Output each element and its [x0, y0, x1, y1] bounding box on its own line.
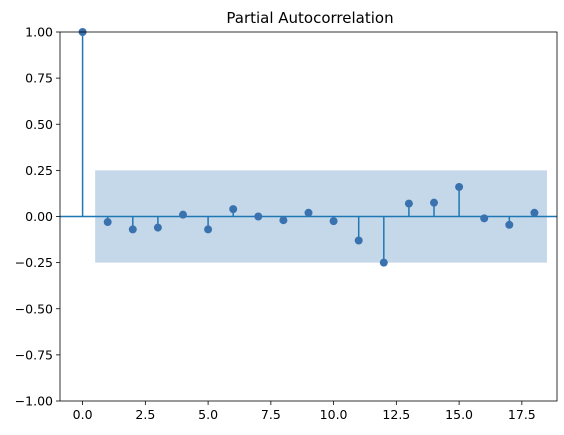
data-point [430, 198, 439, 207]
plot-area [59, 28, 558, 402]
x-tick-label: 0.0 [73, 407, 93, 422]
data-point [530, 208, 539, 217]
data-point [254, 212, 263, 221]
data-point [505, 220, 514, 229]
x-tick-label: 12.5 [382, 407, 410, 422]
data-point [379, 258, 388, 267]
chart-title: Partial Autocorrelation [226, 9, 393, 27]
x-tick-label: 10.0 [320, 407, 348, 422]
y-tick-label: 0.00 [25, 209, 53, 224]
data-point [204, 225, 213, 234]
x-tick-label: 17.5 [508, 407, 536, 422]
y-tick-label: −1.00 [15, 394, 53, 409]
x-axis: 0.0 2.5 5.0 7.5 10.0 12.5 15.0 17.5 [73, 401, 536, 422]
y-tick-label: 0.75 [25, 71, 53, 86]
y-tick-label: 0.50 [25, 117, 53, 132]
data-point [103, 218, 112, 227]
data-point [354, 236, 363, 245]
y-tick-label: 0.25 [25, 163, 53, 178]
data-point [128, 225, 137, 234]
y-axis: −1.00 −0.75 −0.50 −0.25 0.00 0.25 0.50 0.75 1.00 [15, 25, 60, 409]
data-point [279, 216, 288, 225]
data-point [229, 205, 238, 214]
x-tick-label: 5.0 [198, 407, 218, 422]
x-tick-label: 2.5 [135, 407, 155, 422]
data-point [178, 210, 187, 219]
y-tick-label: 1.00 [25, 25, 53, 40]
data-point [480, 214, 489, 223]
y-tick-label: −0.75 [15, 347, 53, 362]
data-point [329, 217, 338, 226]
x-tick-label: 15.0 [445, 407, 473, 422]
x-tick-label: 7.5 [261, 407, 281, 422]
y-tick-label: −0.25 [15, 255, 53, 270]
data-point [304, 208, 313, 217]
data-point [153, 223, 162, 232]
y-tick-label: −0.50 [15, 301, 53, 316]
data-point [455, 182, 464, 191]
data-point [404, 199, 413, 208]
